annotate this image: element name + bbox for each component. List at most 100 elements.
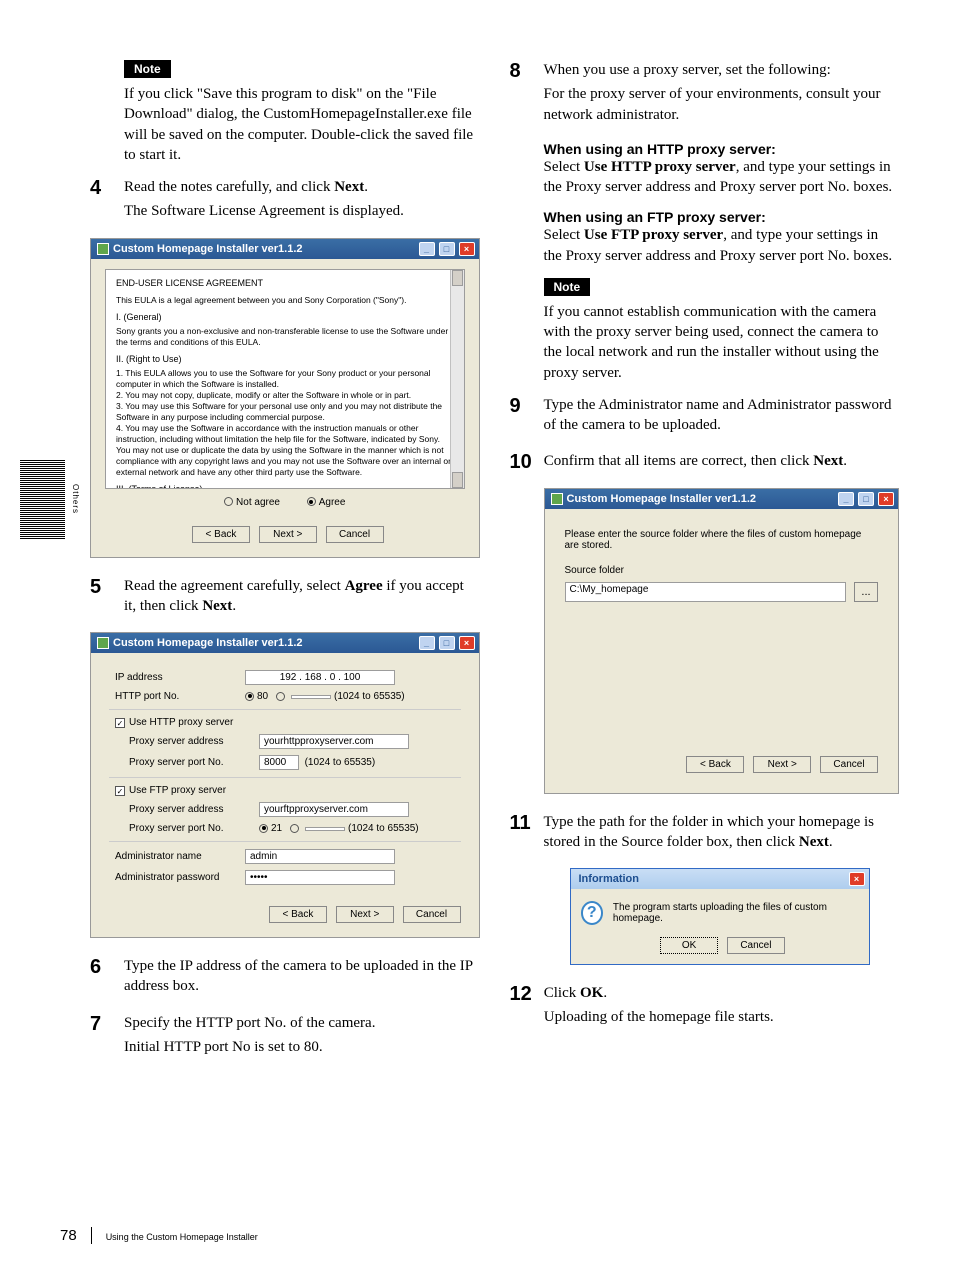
eula-textbox: END-USER LICENSE AGREEMENT This EULA is …: [105, 269, 465, 489]
note-body: If you click "Save this program to disk"…: [124, 84, 480, 165]
step4-next: Next: [334, 179, 364, 195]
step7-l2: Initial HTTP port No is set to 80.: [124, 1037, 480, 1057]
http-proxy-heading: When using an HTTP proxy server:: [544, 141, 900, 157]
close-icon[interactable]: ×: [459, 636, 475, 650]
step8-l2: For the proxy server of your environment…: [544, 84, 900, 125]
app-icon: [97, 637, 109, 649]
step-10: 10 Confirm that all items are correct, t…: [510, 451, 900, 475]
radio-port80[interactable]: [245, 692, 254, 701]
ftp-port-input[interactable]: [305, 827, 345, 831]
app-icon: [551, 493, 563, 505]
minimize-icon[interactable]: _: [419, 242, 435, 256]
window-title: Custom Homepage Installer ver1.1.2: [113, 637, 415, 649]
footer-text: Using the Custom Homepage Installer: [106, 1232, 258, 1242]
maximize-icon[interactable]: □: [439, 242, 455, 256]
step4-line2: The Software License Agreement is displa…: [124, 201, 480, 221]
back-button[interactable]: < Back: [686, 756, 744, 773]
note-label: Note: [544, 278, 591, 296]
step-number: 7: [90, 1013, 112, 1062]
scrollbar[interactable]: [450, 270, 464, 488]
radio-ftp-custom[interactable]: [290, 824, 299, 833]
page-number: 78: [60, 1227, 92, 1244]
close-icon[interactable]: ×: [878, 492, 894, 506]
cancel-button[interactable]: Cancel: [820, 756, 878, 773]
checkbox-ftp-proxy[interactable]: ✓: [115, 786, 125, 796]
label-ftp-proxy-addr: Proxy server address: [129, 804, 259, 815]
admin-input[interactable]: admin: [245, 849, 395, 864]
step-number: 8: [510, 60, 532, 129]
step-number: 6: [90, 956, 112, 1001]
back-button[interactable]: < Back: [269, 906, 327, 923]
eula-s3-title: III. (Terms of License): [116, 484, 454, 488]
minimize-icon[interactable]: _: [419, 636, 435, 650]
step-8: 8 When you use a proxy server, set the f…: [510, 60, 900, 129]
ftp-proxy-addr-input[interactable]: yourftpproxyserver.com: [259, 802, 409, 817]
step-number: 5: [90, 576, 112, 621]
page-footer: 78 Using the Custom Homepage Installer: [60, 1227, 258, 1244]
window-title: Custom Homepage Installer ver1.1.2: [567, 493, 835, 505]
label-proxy-addr: Proxy server address: [129, 736, 259, 747]
config-dialog: Custom Homepage Installer ver1.1.2 _ □ ×…: [90, 632, 480, 938]
eula-s2-body: 1. This EULA allows you to use the Softw…: [116, 368, 454, 478]
step12-l2: Uploading of the homepage file starts.: [544, 1007, 899, 1027]
step-7: 7 Specify the HTTP port No. of the camer…: [90, 1013, 480, 1062]
checkbox-http-proxy[interactable]: ✓: [115, 718, 125, 728]
radio-agree[interactable]: Agree: [307, 497, 346, 508]
titlebar: Custom Homepage Installer ver1.1.2 _ □ ×: [91, 633, 479, 653]
step-number: 11: [510, 812, 532, 857]
eula-s1-title: I. (General): [116, 312, 454, 324]
step-6: 6 Type the IP address of the camera to b…: [90, 956, 480, 1001]
minimize-icon[interactable]: _: [838, 492, 854, 506]
left-column: Note If you click "Save this program to …: [90, 60, 480, 1073]
eula-dialog: Custom Homepage Installer ver1.1.2 _ □ ×…: [90, 238, 480, 558]
source-folder-input[interactable]: C:\My_homepage: [565, 582, 847, 602]
adminpw-input[interactable]: •••••: [245, 870, 395, 885]
radio-not-agree[interactable]: Not agree: [224, 497, 280, 508]
label-httpport: HTTP port No.: [115, 691, 245, 702]
next-button[interactable]: Next >: [336, 906, 394, 923]
step4-text: Read the notes carefully, and click: [124, 179, 334, 195]
source-label: Source folder: [565, 565, 879, 576]
maximize-icon[interactable]: □: [858, 492, 874, 506]
close-icon[interactable]: ×: [459, 242, 475, 256]
app-icon: [97, 243, 109, 255]
label-ftp-proxy-port: Proxy server port No.: [129, 823, 259, 834]
back-button[interactable]: < Back: [192, 526, 250, 543]
cancel-button[interactable]: Cancel: [727, 937, 785, 954]
info-message: The program starts uploading the files o…: [613, 902, 859, 924]
maximize-icon[interactable]: □: [439, 636, 455, 650]
titlebar: Custom Homepage Installer ver1.1.2 _ □ ×: [545, 489, 899, 509]
label-ip: IP address: [115, 672, 245, 683]
info-dialog: Information × ? The program starts uploa…: [570, 868, 870, 965]
radio-port-custom[interactable]: [276, 692, 285, 701]
close-icon[interactable]: ×: [849, 872, 865, 886]
radio-ftp21[interactable]: [259, 824, 268, 833]
eula-intro: This EULA is a legal agreement between y…: [116, 295, 454, 306]
label-proxy-port: Proxy server port No.: [129, 757, 259, 768]
step-4: 4 Read the notes carefully, and click Ne…: [90, 177, 480, 226]
step-9: 9 Type the Administrator name and Admini…: [510, 395, 900, 440]
httpport-input[interactable]: [291, 695, 331, 699]
step6-text: Type the IP address of the camera to be …: [124, 956, 480, 997]
label-useftp: Use FTP proxy server: [129, 785, 226, 796]
step8-l1: When you use a proxy server, set the fol…: [544, 60, 900, 80]
ftp-proxy-heading: When using an FTP proxy server:: [544, 209, 900, 225]
step-number: 4: [90, 177, 112, 226]
cancel-button[interactable]: Cancel: [326, 526, 384, 543]
step-12: 12 Click OK. Uploading of the homepage f…: [510, 983, 900, 1032]
right-column: 8 When you use a proxy server, set the f…: [510, 60, 900, 1073]
eula-s2-title: II. (Right to Use): [116, 354, 454, 366]
titlebar: Information ×: [571, 869, 869, 889]
source-dialog: Custom Homepage Installer ver1.1.2 _ □ ×…: [544, 488, 900, 794]
ok-button[interactable]: OK: [660, 937, 718, 954]
browse-button[interactable]: ...: [854, 582, 878, 602]
http-proxy-port-input[interactable]: 8000: [259, 755, 299, 770]
cancel-button[interactable]: Cancel: [403, 906, 461, 923]
label-adminpw: Administrator password: [115, 872, 245, 883]
next-button[interactable]: Next >: [259, 526, 317, 543]
next-button[interactable]: Next >: [753, 756, 811, 773]
step7-l1: Specify the HTTP port No. of the camera.: [124, 1013, 480, 1033]
ip-input[interactable]: 192 . 168 . 0 . 100: [245, 670, 395, 685]
step9-text: Type the Administrator name and Administ…: [544, 395, 900, 436]
http-proxy-addr-input[interactable]: yourhttpproxyserver.com: [259, 734, 409, 749]
